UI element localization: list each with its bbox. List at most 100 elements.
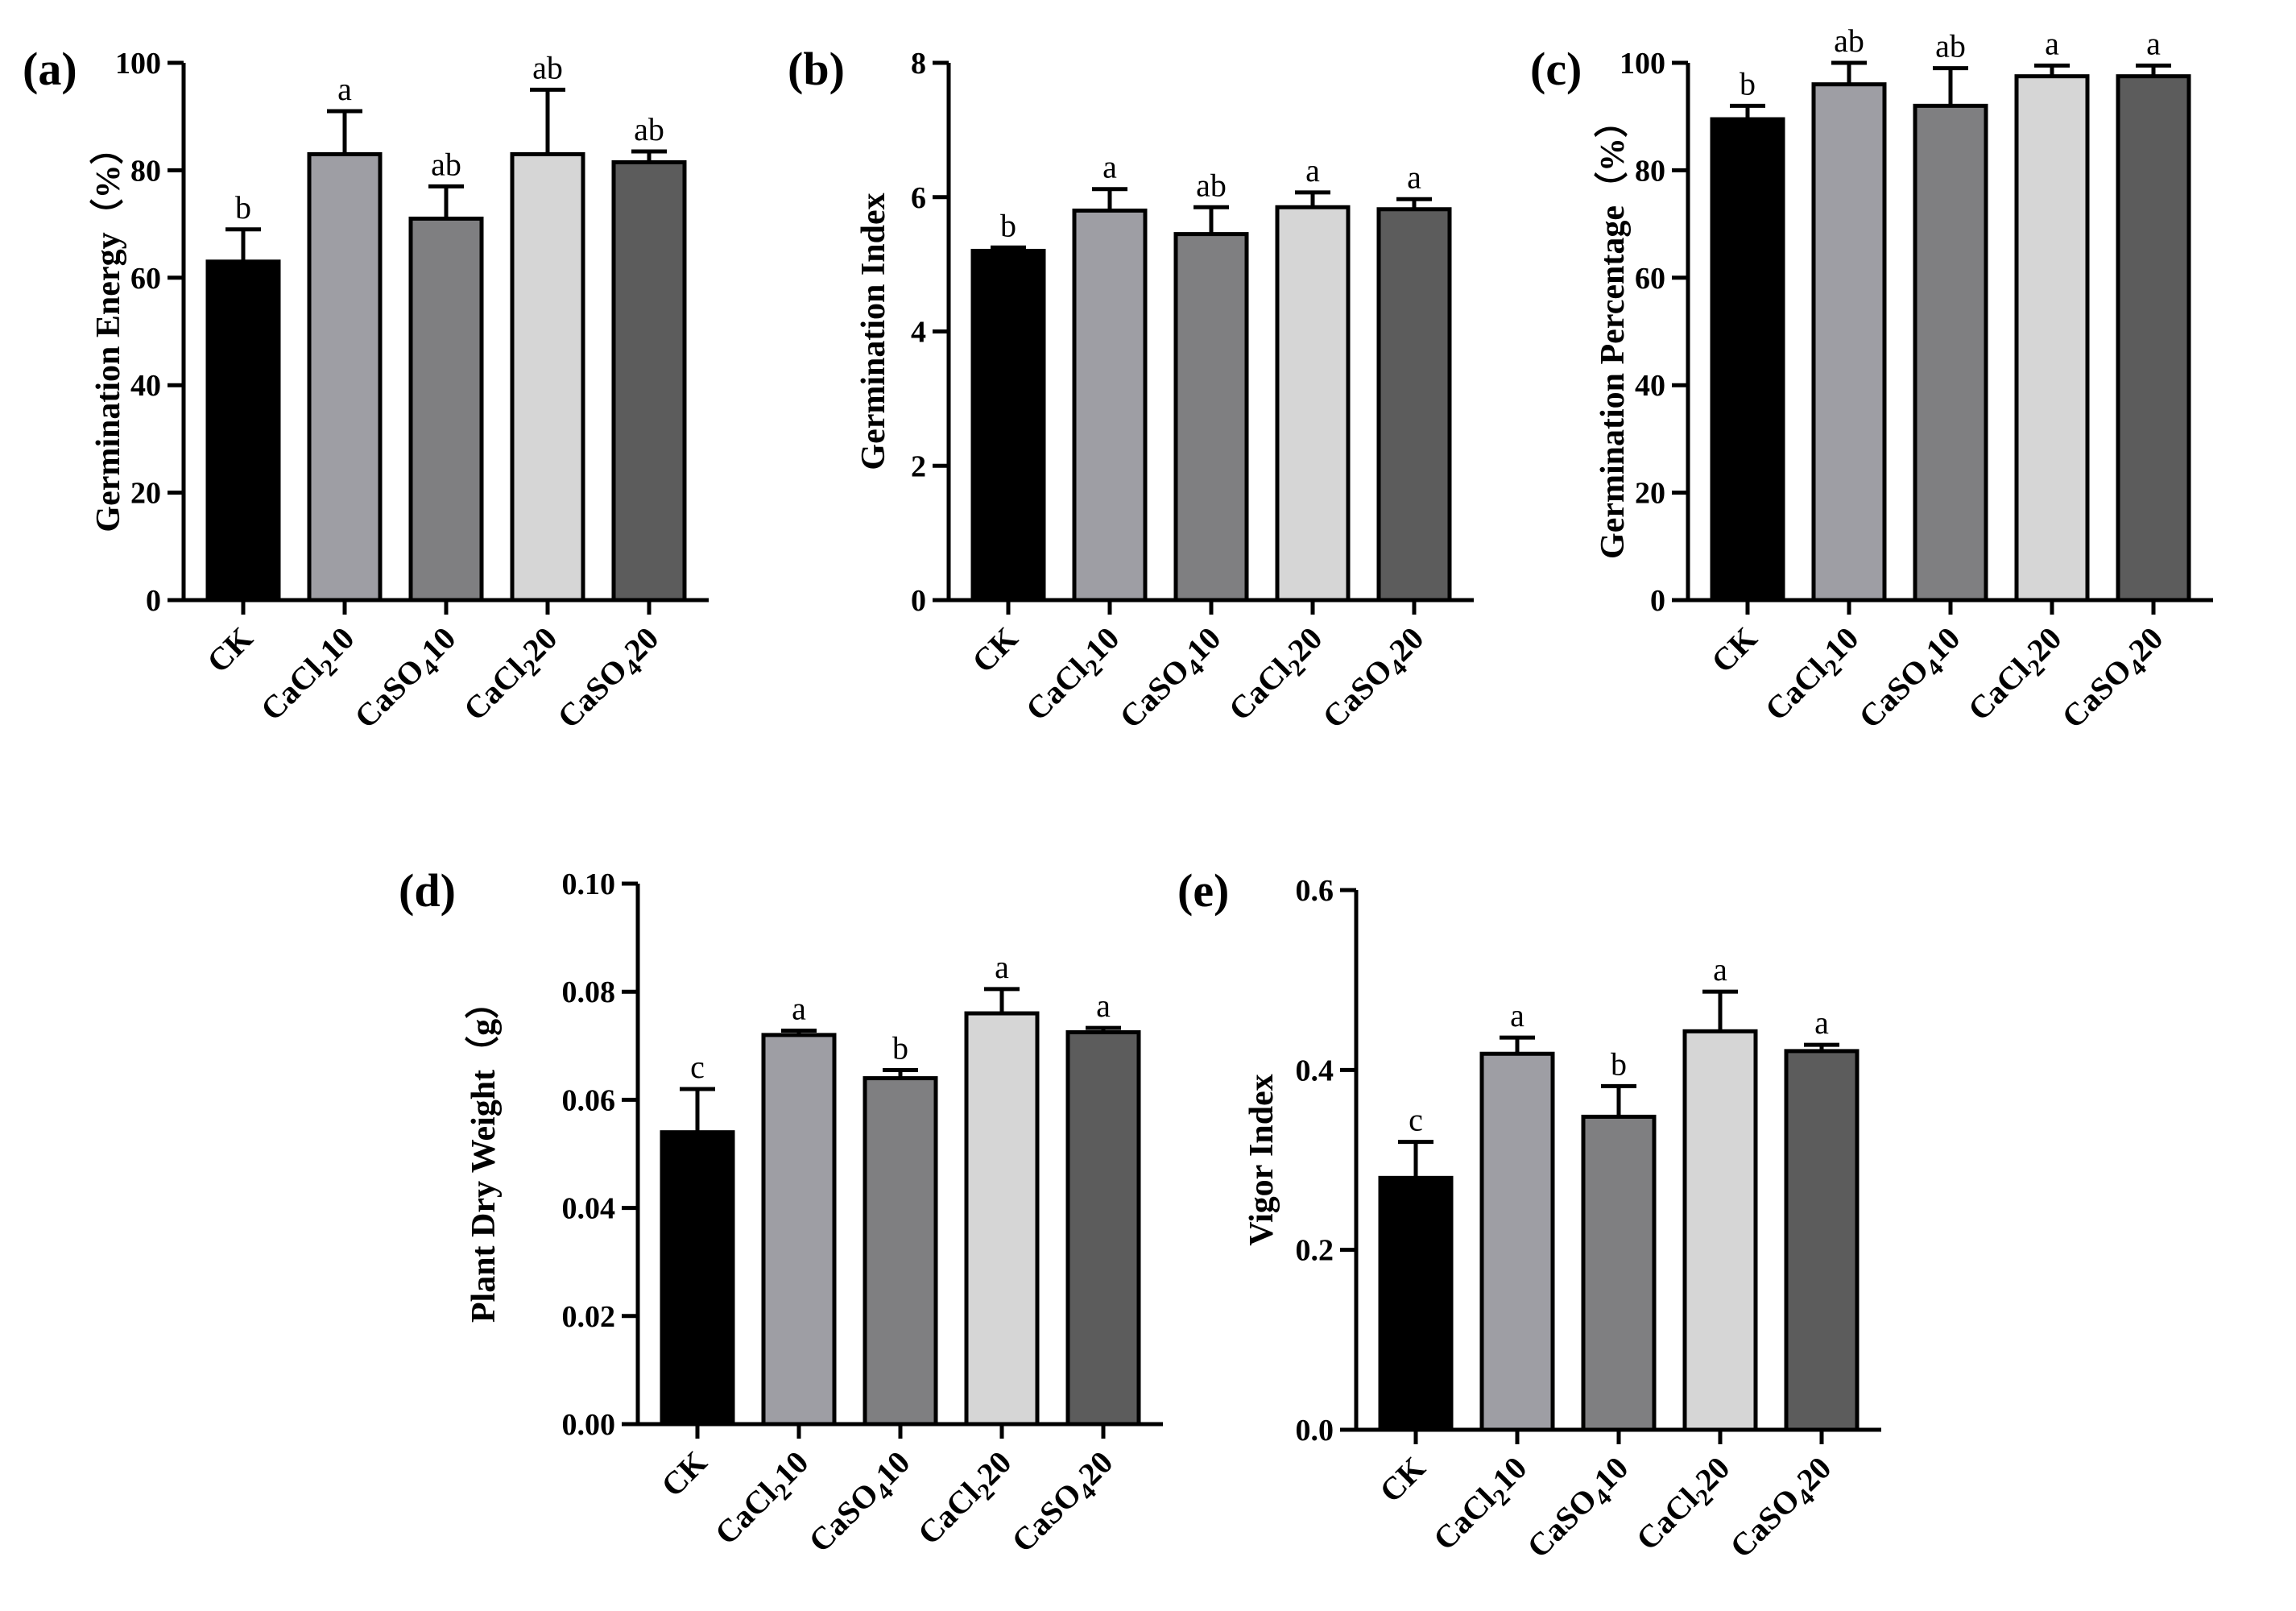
significance-label: a	[2045, 25, 2059, 61]
significance-label: a	[1102, 149, 1117, 185]
significance-label: b	[1611, 1046, 1627, 1082]
panel-label: (e)	[1177, 864, 1229, 917]
bar-4	[611, 159, 687, 603]
panel-label: (b)	[788, 43, 845, 95]
bar-1	[1811, 82, 1887, 603]
y-tick-label: 0.04	[562, 1192, 616, 1226]
significance-label: ab	[634, 111, 664, 147]
y-tick-label: 0	[911, 584, 926, 618]
bar-2	[1173, 232, 1249, 603]
x-tick-label: CaCl210	[254, 620, 366, 732]
bar-1	[1479, 1051, 1555, 1432]
bar-2	[1581, 1114, 1657, 1432]
y-tick-label: 0.02	[562, 1300, 616, 1334]
y-tick-label: 100	[1620, 47, 1665, 81]
panel-label: (a)	[23, 43, 77, 95]
significance-label: a	[1814, 1004, 1829, 1041]
x-tick-label: CaSO410	[347, 620, 467, 740]
y-axis-label: Germination Energy（%）	[89, 130, 127, 532]
y-tick-label: 0.10	[562, 868, 616, 901]
panel-label: (c)	[1530, 43, 1582, 95]
significance-label: ab	[1196, 167, 1227, 203]
significance-label: b	[1740, 65, 1756, 101]
significance-label: c	[1409, 1102, 1423, 1138]
x-tick-label: CaSO410	[1112, 620, 1232, 740]
x-tick-label: CaSO420	[2054, 620, 2174, 740]
significance-label: a	[2146, 25, 2161, 61]
x-tick-label: CaCl220	[1222, 620, 1334, 732]
y-tick-label: 0	[1650, 584, 1665, 618]
x-tick-label: CaCl220	[911, 1444, 1023, 1556]
bar-4	[1376, 207, 1452, 603]
chart-panel-b: (b) Germination Index b CK a CaCl210 ab CaSO410…	[788, 43, 1474, 740]
y-tick-label: 40	[1635, 369, 1665, 403]
bar-1	[761, 1033, 837, 1427]
x-tick-label: CaCl210	[1019, 620, 1131, 732]
x-tick-label: CaSO420	[550, 620, 670, 740]
significance-label: a	[1713, 951, 1727, 988]
bar-0	[660, 1130, 735, 1427]
y-axis-label: Germination Percentage（%）	[1594, 104, 1632, 559]
x-tick-label: CaSO420	[1004, 1444, 1124, 1564]
significance-label: a	[1510, 997, 1524, 1033]
chart-panel-d: (d) Plant Dry Weight（g） c CK a CaCl210 b CaSO41…	[399, 864, 1163, 1564]
bar-1	[1072, 208, 1148, 603]
bar-0	[1378, 1175, 1454, 1432]
x-tick-label: CaCl210	[708, 1444, 820, 1556]
x-tick-label: CaSO420	[1315, 620, 1435, 740]
significance-label: b	[1000, 207, 1016, 243]
y-tick-label: 100	[115, 47, 161, 81]
bar-2	[863, 1076, 938, 1427]
bar-1	[307, 151, 383, 603]
x-tick-label: CK	[965, 620, 1024, 680]
y-tick-label: 0.0	[1296, 1414, 1334, 1447]
y-tick-label: 2	[911, 449, 926, 483]
y-tick-label: 6	[911, 181, 926, 215]
x-tick-label: CK	[654, 1444, 714, 1504]
x-tick-label: CaCl220	[457, 620, 569, 732]
significance-label: a	[1305, 152, 1320, 188]
y-tick-label: 0.4	[1296, 1054, 1334, 1087]
bar-4	[1784, 1049, 1860, 1432]
y-axis-label: Plant Dry Weight（g）	[465, 985, 503, 1323]
y-axis-label: Vigor Index	[1243, 1074, 1280, 1246]
chart-panel-c: (c) Germination Percentage（%） b CK ab CaCl210…	[1530, 23, 2213, 740]
y-tick-label: 20	[130, 477, 161, 511]
x-tick-label: CaSO410	[1851, 620, 1971, 740]
bar-3	[964, 1011, 1040, 1427]
x-tick-label: CK	[1704, 620, 1764, 680]
bar-0	[205, 259, 281, 603]
x-tick-label: CaCl220	[1629, 1450, 1741, 1562]
y-tick-label: 0.2	[1296, 1234, 1334, 1268]
bar-0	[1710, 117, 1785, 603]
y-tick-label: 8	[911, 47, 926, 81]
x-tick-label: CaCl210	[1426, 1450, 1538, 1562]
y-tick-label: 0.00	[562, 1408, 616, 1442]
significance-label: a	[995, 949, 1009, 985]
bar-2	[1913, 103, 1988, 603]
x-tick-label: CaSO410	[801, 1444, 921, 1564]
significance-label: ab	[1935, 28, 1966, 64]
bar-0	[970, 248, 1046, 603]
chart-panel-e: (e) Vigor Index c CK a CaCl210 b CaSO410 a CaCl22…	[1177, 864, 1881, 1570]
y-tick-label: 0.06	[562, 1083, 616, 1117]
significance-label: ab	[1834, 23, 1864, 59]
y-tick-label: 20	[1635, 477, 1665, 511]
bar-4	[2116, 74, 2191, 603]
y-tick-label: 0.6	[1296, 874, 1334, 908]
x-tick-label: CK	[1372, 1450, 1432, 1510]
bar-2	[408, 216, 484, 603]
y-tick-label: 4	[911, 316, 926, 350]
significance-label: ab	[431, 146, 461, 182]
y-tick-label: 60	[130, 262, 161, 296]
y-tick-label: 0	[146, 584, 161, 618]
x-tick-label: CaCl220	[1961, 620, 2073, 732]
significance-label: ab	[532, 49, 563, 85]
x-tick-label: CaSO410	[1520, 1450, 1640, 1570]
significance-label: a	[1407, 159, 1421, 195]
y-axis-label: Germination Index	[855, 193, 892, 470]
y-tick-label: 80	[1635, 154, 1665, 188]
y-tick-label: 40	[130, 369, 161, 403]
significance-label: a	[792, 991, 806, 1027]
